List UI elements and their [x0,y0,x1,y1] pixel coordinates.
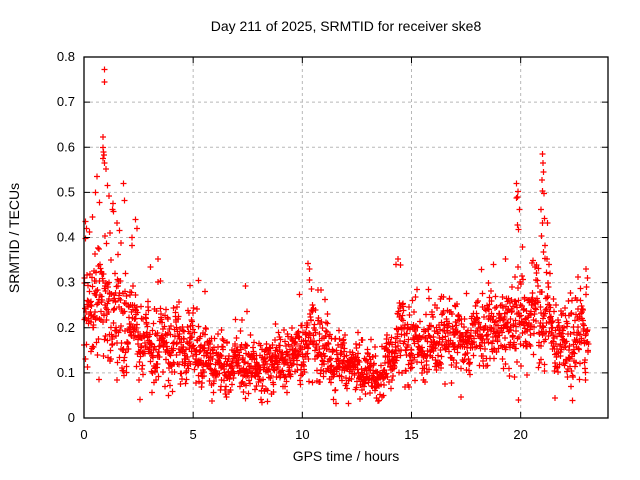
x-tick-label: 5 [190,427,197,442]
x-tick-label: 20 [513,427,527,442]
y-tick-label: 0.6 [57,139,75,154]
y-tick-label: 0.3 [57,275,75,290]
x-tick-label: 0 [80,427,87,442]
y-tick-label: 0.5 [57,184,75,199]
y-tick-label: 0 [68,410,75,425]
grid-lines [84,57,608,418]
y-axis-title: SRMTID / TECUs [6,182,22,294]
x-tick-label: 15 [404,427,418,442]
chart-title: Day 211 of 2025, SRMTID for receiver ske… [210,18,482,34]
y-tick-label: 0.2 [57,320,75,335]
x-axis-title: GPS time / hours [292,448,400,464]
y-tick-label: 0.8 [57,49,75,64]
plot-border [83,56,609,419]
y-tick-label: 0.4 [57,230,75,245]
y-tick-label: 0.1 [57,365,75,380]
x-tick-label: 10 [295,427,309,442]
y-tick-label: 0.7 [57,94,75,109]
scatter-points [81,66,592,407]
